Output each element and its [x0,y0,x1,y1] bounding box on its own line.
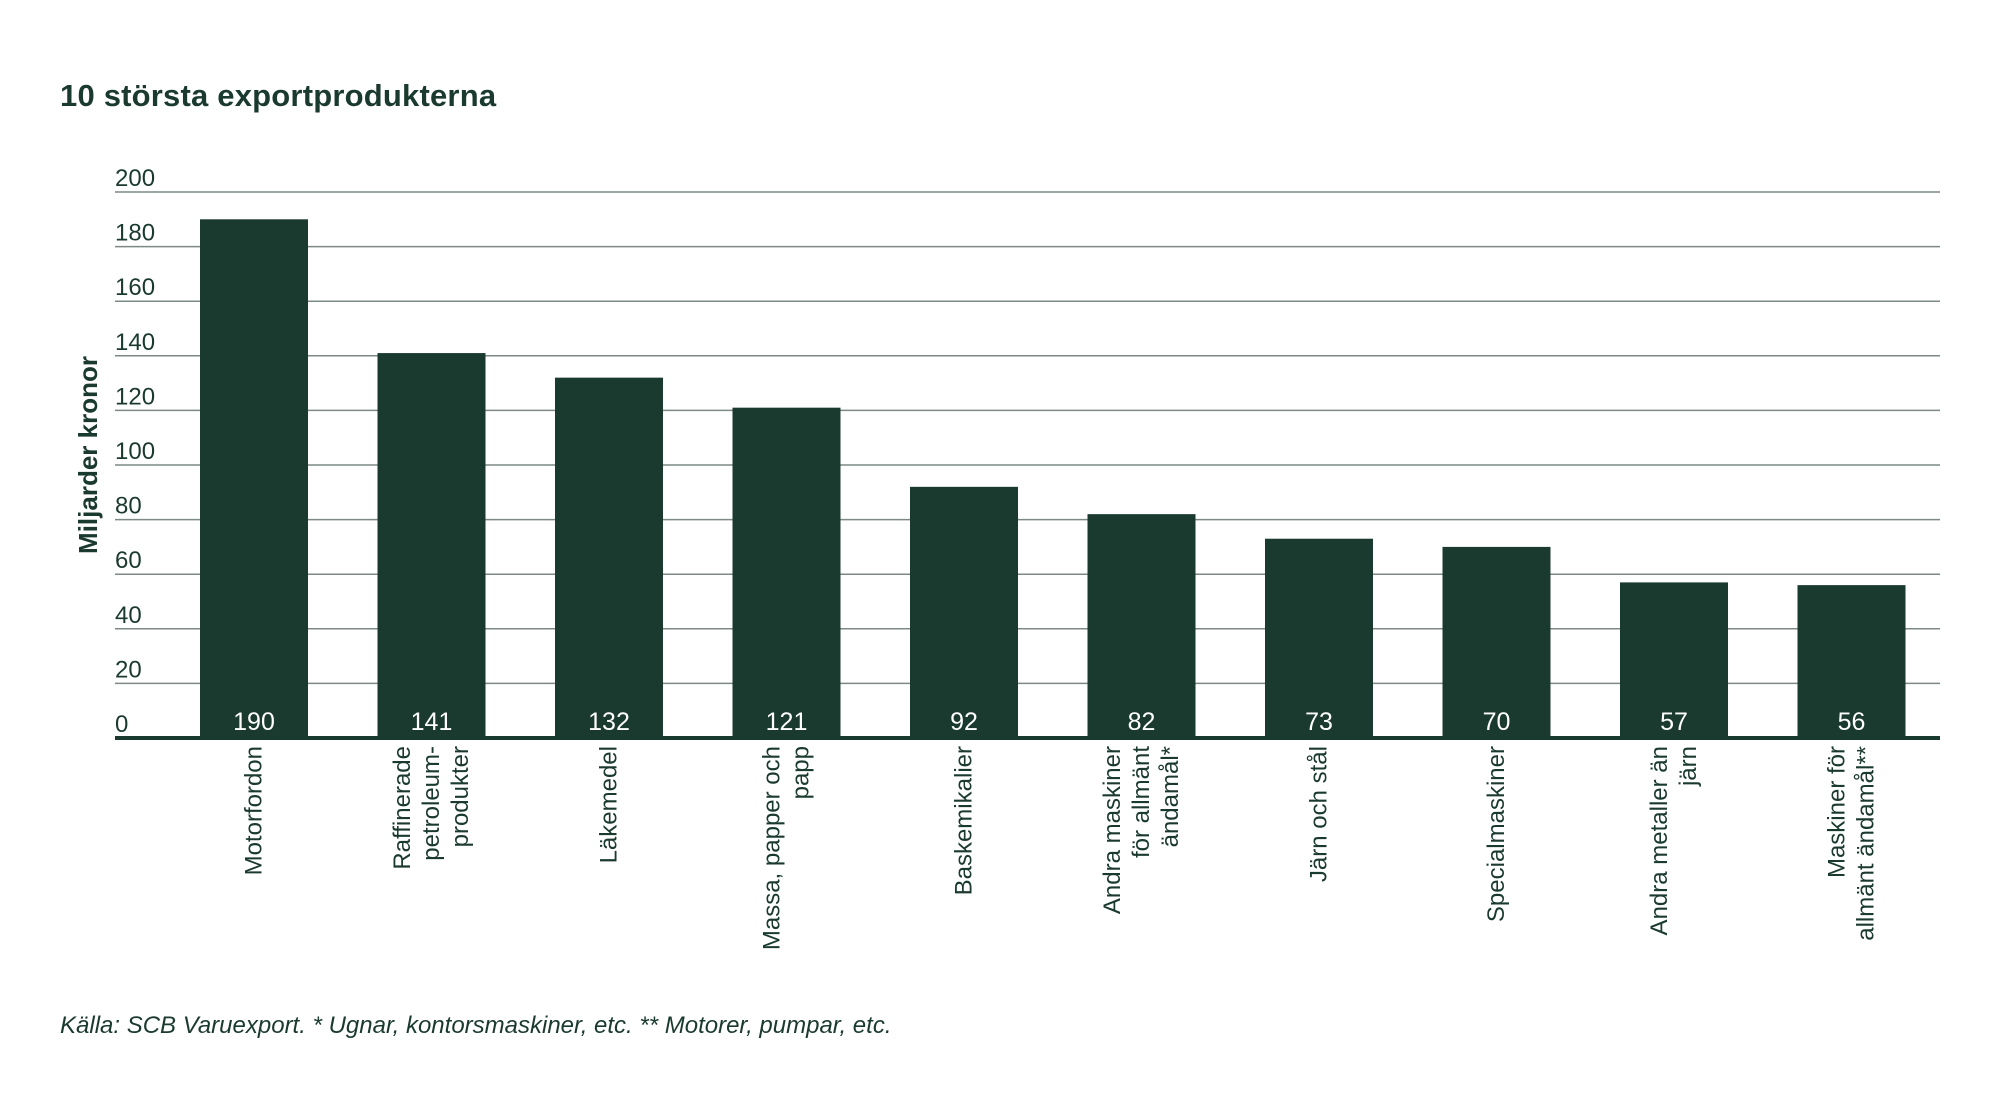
category-label-line: petroleum- [418,746,445,861]
category-label-line: för allmänt [1128,746,1155,858]
source-footnote: Källa: SCB Varuexport. * Ugnar, kontorsm… [60,1012,892,1039]
category-label-line: Läkemedel [596,746,623,863]
category-label-line: Specialmaskiner [1483,746,1510,922]
category-label-line: Maskiner för [1824,746,1851,878]
bar [1797,585,1906,738]
y-tick-label: 100 [115,438,155,465]
category-label: Andra metaller än järn [1646,746,1702,935]
bar [200,219,308,739]
bar-value-label: 132 [588,708,630,736]
category-label-line: ändamål* [1157,746,1184,847]
category-label-line: Motorfordon [241,746,268,875]
category-labels: Motorfordon Raffinerade petroleum-produkte… [241,746,1880,950]
category-label-line: Andra metaller än [1646,746,1673,935]
bar [1442,546,1551,738]
bar [1265,538,1373,738]
bar-value-label: 141 [411,708,453,736]
y-axis-label: Miljarder kronor [73,356,103,554]
bars [200,219,1906,739]
bar-value-label: 56 [1838,708,1866,736]
category-label: Baskemikalier [951,746,978,895]
category-label: Specialmaskiner [1483,746,1510,922]
bar-value-label: 57 [1660,708,1688,736]
y-tick-label: 80 [115,493,142,520]
bar-value-label: 70 [1483,708,1511,736]
y-tick-label: 180 [115,220,155,247]
y-tick-label: 0 [115,711,128,738]
bar [1087,514,1196,738]
category-label: Motorfordon [241,746,268,875]
category-label: Läkemedel [596,746,623,863]
category-label-line: allmänt ändamål** [1853,746,1880,941]
bar [1620,582,1728,738]
category-label-line: produkter [447,746,474,847]
bar-value-label: 92 [950,708,978,736]
bar-value-label: 190 [233,708,275,736]
category-label: Raffinerade petroleum-produkter [389,746,474,870]
y-axis-ticks: 0 20 40 60 80 100 120 140 160 180 200 [115,165,155,738]
y-tick-label: 140 [115,329,155,356]
bar-value-label: 121 [766,708,808,736]
chart-title: 10 största exportprodukterna [60,78,497,113]
y-tick-label: 120 [115,383,155,410]
category-label: Maskiner för allmänt ändamål** [1824,746,1880,941]
category-label-line: papp [788,746,815,799]
category-label-line: Baskemikalier [951,746,978,895]
y-tick-label: 200 [115,165,155,192]
y-tick-label: 40 [115,602,142,629]
y-tick-label: 20 [115,656,142,683]
bar-value-label: 82 [1128,708,1156,736]
category-label-line: Järn och stål [1306,746,1333,882]
category-label: Järn och stål [1306,746,1333,882]
value-labels: 190 141 132 121 92 82 73 70 57 56 [233,708,1865,736]
category-label: Andra maskiner för allmänt ändamål* [1099,746,1184,914]
bar [555,377,663,738]
y-tick-label: 60 [115,547,142,574]
category-label-line: Andra maskiner [1099,746,1126,914]
y-tick-label: 160 [115,274,155,301]
bar-value-label: 73 [1305,708,1333,736]
category-label-line: Raffinerade [389,746,416,870]
bar [377,353,486,738]
category-label-line: järn [1675,746,1702,787]
bar [910,486,1018,738]
category-label: Massa, papper och papp [759,746,815,950]
bar [732,407,841,738]
category-label-line: Massa, papper och [759,746,786,950]
